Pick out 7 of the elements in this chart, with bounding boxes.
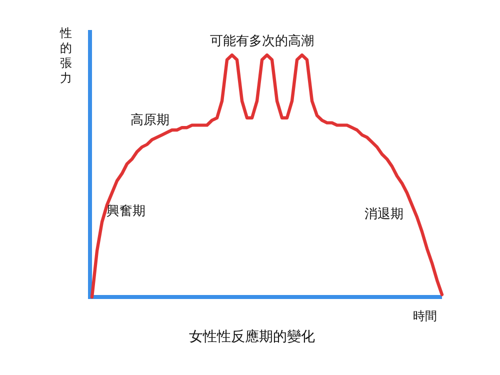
annotation: 高原期 <box>130 113 170 128</box>
xlabel: 時間 <box>413 309 437 323</box>
annotation: 可能有多次的高潮 <box>210 34 314 49</box>
title: 女性性反應期的變化 <box>189 329 315 345</box>
ylabel: 性的張力 <box>60 26 72 85</box>
annotation: 消退期 <box>364 207 404 222</box>
annotation: 興奮期 <box>106 204 146 219</box>
